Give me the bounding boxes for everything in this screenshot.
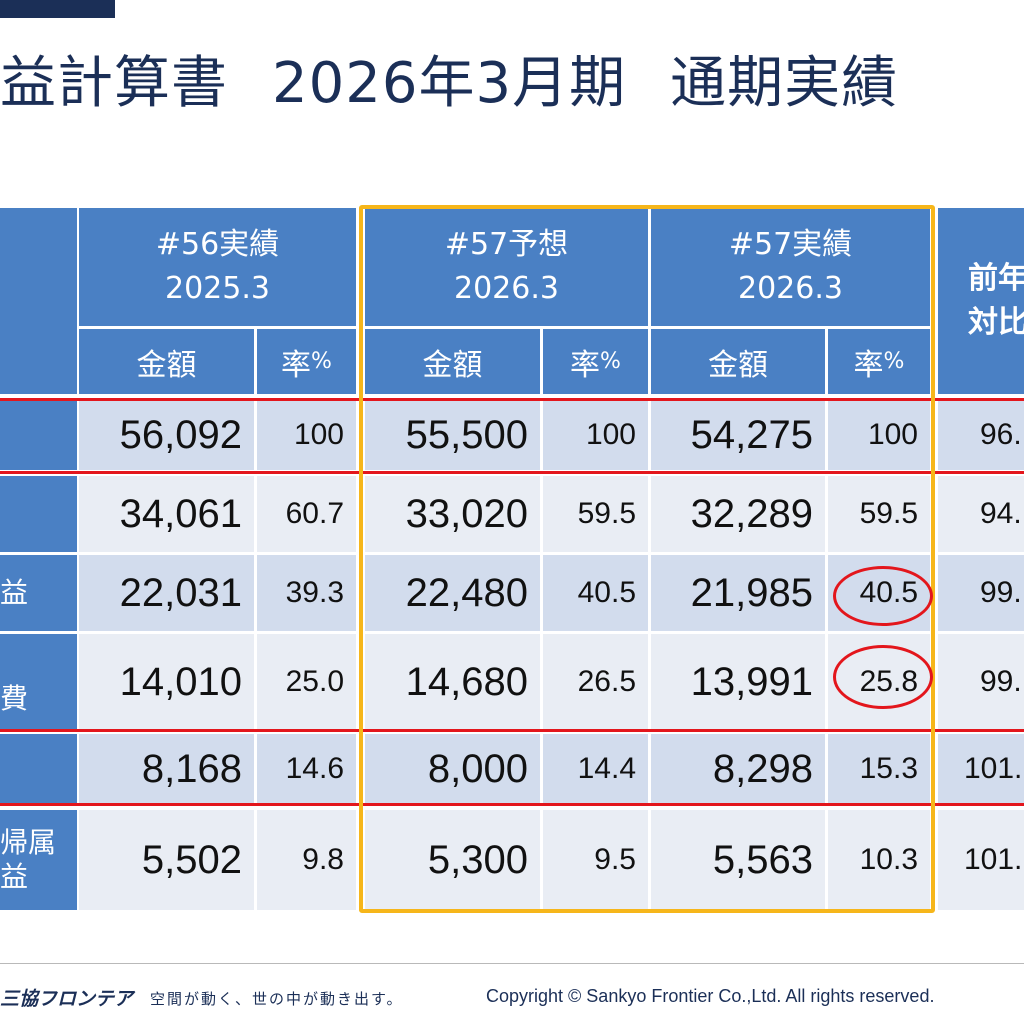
table-cell-amount: 8,000 — [365, 734, 540, 804]
table-cell-amount: 8,298 — [651, 734, 825, 804]
table-cell-rate: 10.3 — [828, 810, 930, 910]
table-cell-rate: 59.5 — [828, 476, 930, 552]
group-title: #56実績 — [155, 227, 280, 262]
subheader-amount: 金額 — [365, 329, 540, 394]
table-cell-amount: 33,020 — [365, 476, 540, 552]
subheader-amount: 金額 — [79, 329, 254, 394]
row-label — [0, 400, 77, 470]
table-cell-amount: 22,031 — [79, 555, 254, 631]
table-cell-amount: 14,680 — [365, 634, 540, 730]
highlight-line — [0, 471, 1024, 474]
table-cell-rate: 59.5 — [543, 476, 648, 552]
title-part2: 2026年3月期 — [272, 51, 627, 116]
table-cell-yoy: 94. — [938, 476, 1024, 552]
table-cell-amount: 14,010 — [79, 634, 254, 730]
table-cell-rate: 15.3 — [828, 734, 930, 804]
row-label — [0, 734, 77, 804]
table-cell-amount: 56,092 — [79, 400, 254, 470]
table-cell-rate: 100 — [257, 400, 356, 470]
table-cell-amount: 21,985 — [651, 555, 825, 631]
table-cell-yoy: 99. — [938, 555, 1024, 631]
table-cell-rate: 25.0 — [257, 634, 356, 730]
table-cell-rate: 60.7 — [257, 476, 356, 552]
copyright: Copyright © Sankyo Frontier Co.,Ltd. All… — [486, 986, 935, 1006]
subheader-rate: 率% — [543, 329, 648, 394]
table-cell-rate: 26.5 — [543, 634, 648, 730]
table-cell-rate: 39.3 — [257, 555, 356, 631]
yoy-line2: 対比 — [968, 305, 1024, 340]
top-accent-bar — [0, 0, 115, 18]
highlight-frame — [359, 205, 935, 913]
yoy-line1: 前年 — [968, 261, 1024, 296]
table-cell-rate: 40.5 — [543, 555, 648, 631]
group-period: 2026.3 — [454, 271, 559, 306]
table-cell-yoy: 96. — [938, 400, 1024, 470]
table-cell-yoy: 101. — [938, 810, 1024, 910]
group-title: #57実績 — [728, 227, 853, 262]
group-period: 2026.3 — [738, 271, 843, 306]
table-cell-rate: 14.4 — [543, 734, 648, 804]
highlight-line — [0, 729, 1024, 732]
table-cell-rate: 9.8 — [257, 810, 356, 910]
tagline: 空間が動く、世の中が動き出す。 — [150, 990, 404, 1008]
header-blank — [0, 208, 77, 394]
group-title: #57予想 — [444, 227, 569, 262]
table-cell-rate: 9.5 — [543, 810, 648, 910]
highlight-circle — [833, 645, 933, 709]
group-period: 2025.3 — [165, 271, 270, 306]
highlight-line — [0, 398, 1024, 401]
header-yoy: 前年 対比 — [938, 208, 1024, 394]
subheader-amount: 金額 — [651, 329, 825, 394]
title-part1: 益計算書 — [0, 51, 228, 116]
table-cell-amount: 5,300 — [365, 810, 540, 910]
highlight-circle — [833, 566, 933, 626]
table-cell-amount: 22,480 — [365, 555, 540, 631]
subheader-rate: 率% — [257, 329, 356, 394]
table-cell-amount: 5,563 — [651, 810, 825, 910]
subheader-rate: 率% — [828, 329, 930, 394]
table-cell-yoy: 101. — [938, 734, 1024, 804]
table-cell-rate: 14.6 — [257, 734, 356, 804]
table-cell-amount: 54,275 — [651, 400, 825, 470]
title-part3: 通期実績 — [670, 51, 899, 116]
row-label — [0, 476, 77, 552]
table-cell-amount: 13,991 — [651, 634, 825, 730]
group-header-57-actual: #57実績 2026.3 — [651, 208, 930, 326]
highlight-line — [0, 803, 1024, 806]
table-cell-amount: 5,502 — [79, 810, 254, 910]
footer-divider — [0, 963, 1024, 964]
table-cell-rate: 100 — [828, 400, 930, 470]
row-label: 費 — [0, 634, 77, 730]
table-cell-yoy: 99. — [938, 634, 1024, 730]
group-header-56-actual: #56実績 2025.3 — [79, 208, 356, 326]
table-cell-amount: 8,168 — [79, 734, 254, 804]
table-cell-amount: 32,289 — [651, 476, 825, 552]
group-header-57-forecast: #57予想 2026.3 — [365, 208, 648, 326]
row-label: 益 — [0, 555, 77, 631]
table-cell-amount: 55,500 — [365, 400, 540, 470]
row-label: 帰属 益 — [0, 810, 77, 910]
page-title: 益計算書 2026年3月期 通期実績 — [0, 38, 898, 119]
company-logo: 三協フロンテア — [0, 988, 134, 1010]
table-cell-rate: 100 — [543, 400, 648, 470]
table-cell-amount: 34,061 — [79, 476, 254, 552]
